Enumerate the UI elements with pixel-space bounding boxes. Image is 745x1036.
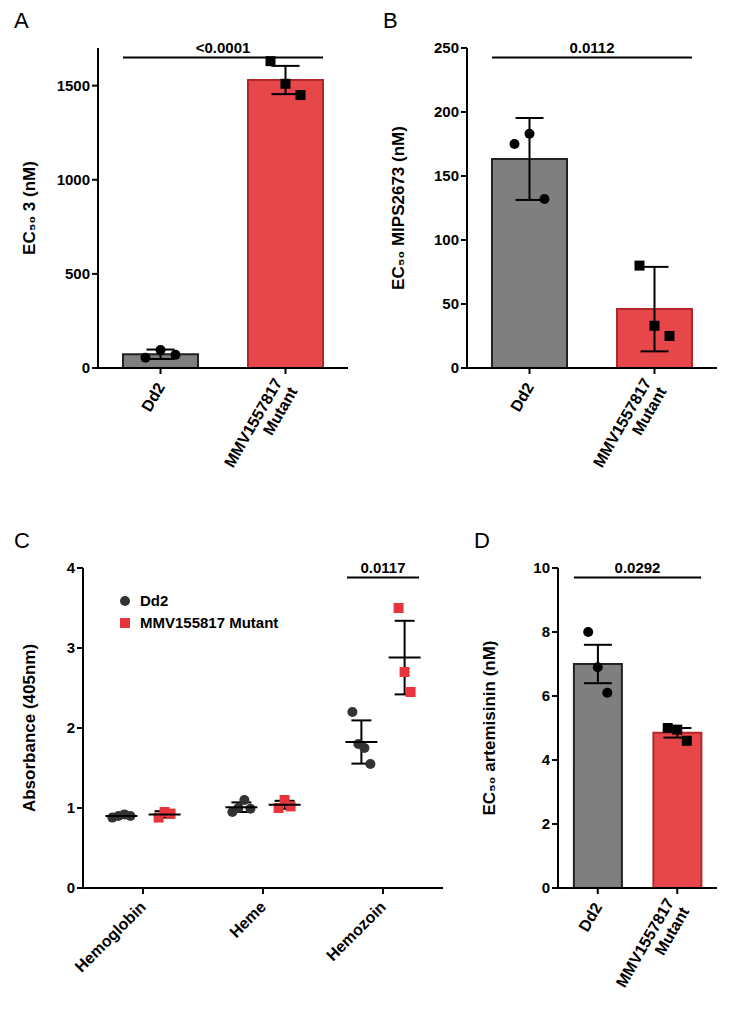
svg-text:50: 50: [442, 295, 459, 312]
svg-text:2: 2: [67, 719, 75, 736]
svg-text:250: 250: [434, 39, 459, 56]
svg-text:4: 4: [67, 559, 76, 576]
svg-text:10: 10: [533, 559, 550, 576]
svg-text:Absorbance (405nm): Absorbance (405nm): [20, 644, 39, 812]
svg-text:MMV1557817Mutant: MMV1557817Mutant: [613, 895, 693, 999]
svg-text:3: 3: [67, 639, 75, 656]
svg-text:0: 0: [67, 879, 75, 896]
svg-text:EC₅₀ artemisinin (nM): EC₅₀ artemisinin (nM): [480, 640, 499, 815]
svg-text:Heme: Heme: [226, 898, 269, 941]
svg-text:0.0117: 0.0117: [360, 559, 405, 576]
html-text:B: B: [383, 8, 398, 33]
svg-text:100: 100: [434, 231, 459, 248]
svg-text:1000: 1000: [57, 171, 90, 188]
html-text:Dd2: Dd2: [140, 592, 169, 609]
svg-text:200: 200: [434, 103, 459, 120]
svg-text:0.0112: 0.0112: [569, 39, 614, 56]
svg-text:EC₅₀ MIPS2673 (nM): EC₅₀ MIPS2673 (nM): [389, 126, 408, 290]
svg-text:Dd2: Dd2: [138, 380, 168, 415]
svg-text:500: 500: [65, 265, 90, 282]
svg-text:MMV1557817Mutant: MMV1557817Mutant: [221, 375, 301, 479]
html-text:D: D: [474, 528, 490, 553]
svg-text:Dd2: Dd2: [507, 380, 537, 415]
svg-text:4: 4: [542, 751, 551, 768]
svg-text:1: 1: [67, 799, 75, 816]
svg-text:0: 0: [542, 879, 550, 896]
html-text:A: A: [14, 8, 29, 33]
svg-text:150: 150: [434, 167, 459, 184]
svg-text:Hemoglobin: Hemoglobin: [72, 898, 149, 975]
svg-text:0: 0: [82, 359, 90, 376]
svg-text:2: 2: [542, 815, 550, 832]
svg-text:0.0292: 0.0292: [615, 559, 661, 576]
svg-text:<0.0001: <0.0001: [196, 39, 251, 56]
svg-text:6: 6: [542, 687, 550, 704]
html-text:MMV155817 Mutant: MMV155817 Mutant: [140, 614, 279, 631]
svg-text:1500: 1500: [57, 77, 90, 94]
svg-text:8: 8: [542, 623, 550, 640]
svg-text:EC₅₀ 3 (nM): EC₅₀ 3 (nM): [20, 161, 39, 255]
html-text:C: C: [14, 528, 30, 553]
svg-text:Dd2: Dd2: [575, 900, 605, 935]
svg-text:Hemozoin: Hemozoin: [323, 898, 389, 964]
svg-text:0: 0: [451, 359, 459, 376]
svg-text:MMV1557817Mutant: MMV1557817Mutant: [590, 375, 670, 479]
